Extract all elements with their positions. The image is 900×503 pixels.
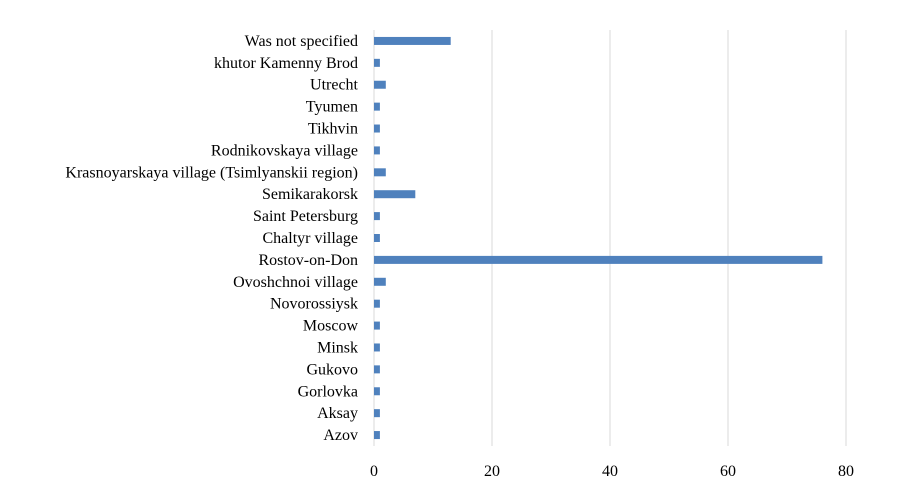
category-label: Rodnikovskaya village [211, 142, 358, 159]
category-label: Ovoshchnoi village [233, 274, 358, 291]
category-label: Gorlovka [298, 383, 358, 400]
gridlines [373, 30, 847, 446]
bar [374, 277, 386, 286]
bar [374, 387, 380, 396]
category-label: Tikhvin [308, 121, 358, 138]
bar [374, 299, 380, 308]
x-tick-label: 80 [838, 463, 854, 480]
bar [374, 58, 380, 67]
bar [374, 124, 380, 133]
category-label: Utrecht [310, 77, 359, 94]
category-label: Semikarakorsk [262, 186, 358, 203]
bar [374, 190, 416, 199]
bar [374, 431, 380, 440]
bar [374, 343, 380, 352]
bar [374, 36, 451, 45]
category-label: khutor Kamenny Brod [214, 55, 358, 72]
category-label: Azov [323, 427, 358, 444]
x-tick-label: 20 [484, 463, 500, 480]
x-tick-labels: 0 20 40 60 80 [370, 463, 854, 480]
category-label: Chaltyr village [262, 230, 358, 247]
bar [374, 102, 380, 111]
bars [374, 36, 823, 440]
x-tick-label: 60 [720, 463, 736, 480]
category-label: Was not specified [245, 33, 358, 50]
bar [374, 321, 380, 330]
bar [374, 409, 380, 418]
category-label: Krasnoyarskaya village (Tsimlyanskii reg… [65, 164, 358, 181]
category-label: Rostov-on-Don [258, 252, 358, 269]
bar [374, 146, 380, 155]
bar [374, 168, 386, 177]
category-label: Novorossiysk [270, 296, 358, 313]
x-tick-label: 0 [370, 463, 378, 480]
category-label: Moscow [303, 318, 359, 335]
bar [374, 365, 380, 374]
bar [374, 234, 380, 242]
x-tick-label: 40 [602, 463, 618, 480]
bar [374, 80, 386, 89]
bar [374, 212, 380, 221]
bar [374, 255, 823, 264]
category-label: Aksay [317, 405, 358, 422]
category-label: Gukovo [306, 361, 358, 378]
category-labels: Was not specified khutor Kamenny Brod Utre… [65, 33, 358, 444]
category-label: Tyumen [306, 99, 358, 116]
category-label: Saint Petersburg [253, 208, 358, 225]
category-label: Minsk [317, 339, 358, 356]
